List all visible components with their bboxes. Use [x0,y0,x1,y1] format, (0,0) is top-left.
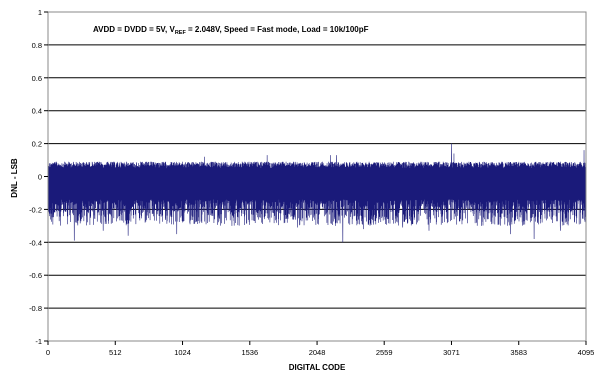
dnl-trace [47,143,587,243]
annotation-suffix: = 2.048V, Speed = Fast mode, Load = 10k/… [186,25,369,34]
x-tick-label: 0 [46,348,50,357]
x-axis-ticks: 0 512 1024 1536 2048 2559 3071 3583 4095 [46,341,594,357]
y-tick-label: -0.4 [29,238,42,247]
x-tick-label: 3071 [443,348,460,357]
annotation-subscript: REF [175,30,187,36]
y-tick-label: 0.8 [32,41,42,50]
annotation-prefix: AVDD = DVDD = 5V, V [93,25,175,34]
x-tick-label: 4095 [578,348,595,357]
y-tick-label: 0.4 [32,107,42,116]
y-tick-label: 0 [38,173,42,182]
x-tick-label: 1024 [174,348,191,357]
x-tick-label: 1536 [241,348,258,357]
y-axis-ticks: 1 0.8 0.6 0.4 0.2 0 -0.2 -0.4 -0.6 -0.8 -1 [29,8,48,346]
x-axis-label: DIGITAL CODE [289,363,346,372]
chart-annotation: AVDD = DVDD = 5V, VREF = 2.048V, Speed =… [93,25,369,36]
y-tick-label: 1 [38,8,42,17]
x-tick-label: 2559 [376,348,393,357]
y-tick-label: -0.8 [29,304,42,313]
x-tick-label: 3583 [510,348,527,357]
y-tick-label: -0.6 [29,271,42,280]
dnl-series-line [47,143,587,243]
x-tick-label: 2048 [309,348,326,357]
y-tick-label: -1 [35,337,42,346]
y-tick-label: 0.6 [32,74,42,83]
y-tick-label: 0.2 [32,140,42,149]
y-tick-label: -0.2 [29,205,42,214]
y-axis-label: DNL - LSB [10,158,19,198]
x-tick-label: 512 [109,348,122,357]
